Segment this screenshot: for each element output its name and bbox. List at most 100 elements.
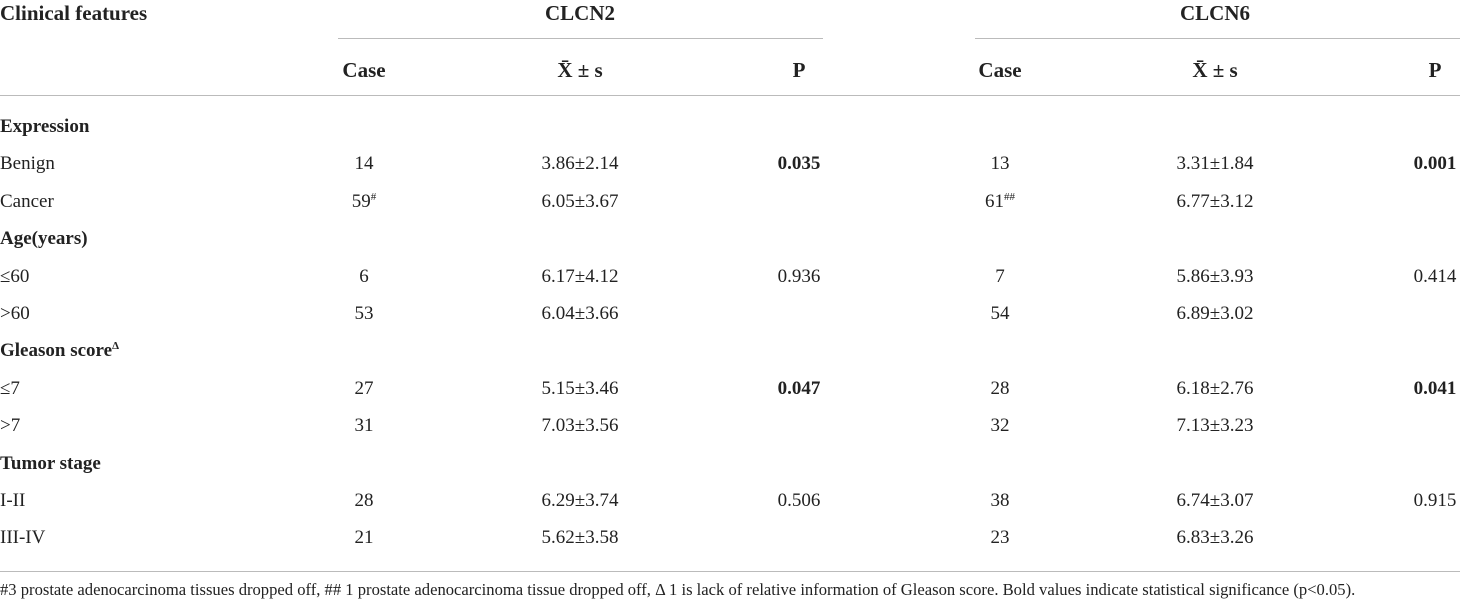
cell-text: 31 xyxy=(354,415,374,437)
cell-text: 6.83±3.26 xyxy=(1176,527,1254,549)
row-label: Benign xyxy=(0,153,55,175)
row-label: ≤7 xyxy=(0,377,20,399)
column-header: X̄ ± s xyxy=(557,58,603,82)
column-header: X̄ ± s xyxy=(1192,58,1238,82)
column-header: Case xyxy=(342,58,386,82)
cell-text: 28 xyxy=(354,490,374,511)
cell-text: 0.936 xyxy=(777,265,821,287)
cell-text: 53 xyxy=(354,303,374,324)
cell-text: 0.506 xyxy=(777,490,821,511)
cell: 28 xyxy=(991,377,1010,401)
cell-text: 7.03±3.56 xyxy=(541,415,619,437)
group-rule xyxy=(975,38,1460,39)
cell: 6.04±3.66 xyxy=(542,302,619,326)
cell: 27 xyxy=(355,377,374,401)
cell: 0.001 xyxy=(1414,152,1457,176)
section-text: Age(years) xyxy=(0,228,88,250)
cell-text: 6.74±3.07 xyxy=(1176,490,1254,511)
cell-text: 23 xyxy=(990,527,1010,549)
group-rule xyxy=(338,38,823,39)
cell: 6.77±3.12 xyxy=(1177,190,1254,214)
cell-text: 59 xyxy=(351,190,371,212)
cell: 0.506 xyxy=(778,489,821,513)
cell-text: 6 xyxy=(359,265,369,287)
cell: 6.17±4.12 xyxy=(542,265,619,289)
cell: 14 xyxy=(355,152,374,176)
cell: 28 xyxy=(355,489,374,513)
footnote: #3 prostate adenocarcinoma tissues dropp… xyxy=(0,580,1356,599)
cell-text: 6.18±2.76 xyxy=(1176,377,1254,399)
cell-text: 0.047 xyxy=(777,377,821,399)
cell-text: 14 xyxy=(354,153,374,175)
cell: 6 xyxy=(359,265,369,289)
column-header: P xyxy=(1428,58,1442,82)
cell-text: 28 xyxy=(990,377,1010,399)
cell: 3.31±1.84 xyxy=(1177,152,1254,176)
cell: 0.047 xyxy=(778,377,821,401)
row-label: ≤60 xyxy=(0,265,30,287)
section-label: Expression xyxy=(0,115,89,139)
cell-text: 61 xyxy=(985,190,1004,212)
cell: 53 xyxy=(355,302,374,326)
superscript: Δ xyxy=(112,340,119,353)
group-header: CLCN6 xyxy=(1179,1,1251,25)
cell: 6.29±3.74 xyxy=(542,489,619,513)
cell-text: 0.414 xyxy=(1413,265,1457,287)
cell-text: 6.89±3.02 xyxy=(1176,303,1254,324)
cell-text: 7 xyxy=(995,265,1005,287)
row-label: >7 xyxy=(0,415,21,437)
row-label: Cancer xyxy=(0,190,54,212)
cell: 0.035 xyxy=(778,152,821,176)
cell: 13 xyxy=(991,152,1010,176)
section-text: Tumor stage xyxy=(0,452,101,474)
cell-text: 32 xyxy=(990,415,1010,437)
cell: 7 xyxy=(995,265,1005,289)
section-label: Age(years) xyxy=(0,227,88,251)
cell: 6.74±3.07 xyxy=(1177,489,1254,513)
cell-text: 6.29±3.74 xyxy=(541,490,619,511)
section-text: Gleason score xyxy=(0,340,113,362)
bottom-rule xyxy=(0,571,1460,572)
cell: 0.936 xyxy=(778,265,821,289)
cell-text: 5.86±3.93 xyxy=(1176,265,1254,287)
row-label: >60 xyxy=(0,303,30,324)
cell-text: 0.001 xyxy=(1413,153,1457,175)
cell-text: 3.31±1.84 xyxy=(1176,153,1254,175)
cell-text: 6.05±3.67 xyxy=(541,190,619,212)
cell: 23 xyxy=(991,526,1010,550)
cell-text: 3.86±2.14 xyxy=(541,153,619,175)
cell: 6.05±3.67 xyxy=(542,190,619,214)
cell-text: 0.035 xyxy=(777,153,821,175)
cell-text: 0.915 xyxy=(1413,490,1457,511)
cell: 5.15±3.46 xyxy=(542,377,619,401)
cell: 7.03±3.56 xyxy=(542,414,619,438)
cell-text: 6.04±3.66 xyxy=(541,303,619,324)
cell: 5.62±3.58 xyxy=(542,526,619,550)
group-header: CLCN2 xyxy=(544,1,616,25)
cell-text: 6.17±4.12 xyxy=(541,265,619,287)
cell-text: 5.15±3.46 xyxy=(541,377,619,399)
cell: 3.86±2.14 xyxy=(542,152,619,176)
cell-text: 54 xyxy=(990,303,1010,324)
cell-text: 13 xyxy=(990,153,1010,175)
cell: 0.414 xyxy=(1414,265,1457,289)
cell: 32 xyxy=(991,414,1010,438)
superscript: ## xyxy=(1004,190,1015,203)
cell: 7.13±3.23 xyxy=(1177,414,1254,438)
cell: 6.89±3.02 xyxy=(1177,302,1254,326)
cell: 59# xyxy=(352,190,377,214)
cell: 38 xyxy=(991,489,1010,513)
header-rule xyxy=(0,95,1460,96)
cell: 0.915 xyxy=(1414,489,1457,513)
section-label: Gleason scoreΔ xyxy=(0,339,119,363)
superscript: # xyxy=(370,190,377,203)
row-label: III-IV xyxy=(0,527,46,549)
feature-header: Clinical features xyxy=(0,1,148,25)
cell-text: 5.62±3.58 xyxy=(541,527,619,549)
column-header: Case xyxy=(978,58,1022,82)
cell: 0.041 xyxy=(1414,377,1457,401)
row-label: I-II xyxy=(0,490,26,511)
cell-text: 0.041 xyxy=(1413,377,1457,399)
cell: 31 xyxy=(355,414,374,438)
